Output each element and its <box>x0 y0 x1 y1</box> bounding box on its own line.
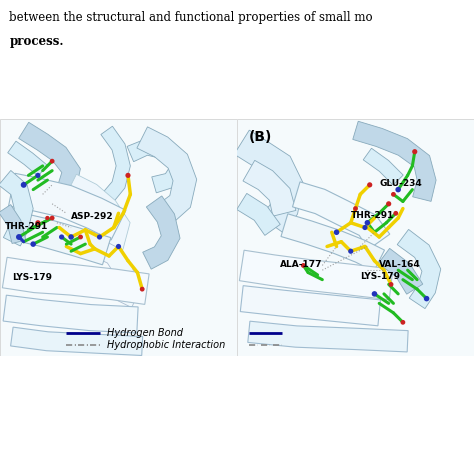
Point <box>352 205 359 212</box>
Point <box>77 233 84 241</box>
Polygon shape <box>234 130 303 233</box>
Point <box>423 295 430 302</box>
Text: between the structural and functional properties of small mo: between the structural and functional pr… <box>9 11 373 24</box>
Polygon shape <box>239 250 393 300</box>
Point <box>392 210 400 217</box>
Text: Hydrogen Bond: Hydrogen Bond <box>107 328 182 338</box>
Point <box>34 172 42 179</box>
Point <box>366 181 374 189</box>
Point <box>15 233 23 241</box>
Polygon shape <box>248 321 408 352</box>
Point <box>371 290 378 298</box>
Polygon shape <box>9 211 111 265</box>
Polygon shape <box>9 173 126 240</box>
Point <box>361 224 369 231</box>
FancyBboxPatch shape <box>237 118 474 356</box>
Text: process.: process. <box>9 35 64 48</box>
Text: VAL-164: VAL-164 <box>379 260 421 269</box>
Text: LYS-179: LYS-179 <box>360 272 400 281</box>
Polygon shape <box>8 141 47 176</box>
Text: GLU-234: GLU-234 <box>379 179 422 188</box>
Polygon shape <box>18 122 81 192</box>
Point <box>115 243 122 250</box>
Text: THR-291: THR-291 <box>351 211 394 220</box>
Point <box>48 157 56 165</box>
Point <box>67 233 75 241</box>
Point <box>387 281 395 288</box>
Polygon shape <box>3 295 138 333</box>
Polygon shape <box>10 327 143 356</box>
Polygon shape <box>353 121 436 201</box>
Point <box>394 186 402 193</box>
Text: ALA-177: ALA-177 <box>280 260 322 269</box>
Point <box>399 319 407 326</box>
Point <box>347 247 355 255</box>
Polygon shape <box>397 229 441 309</box>
Polygon shape <box>281 214 384 271</box>
Text: ASP-292: ASP-292 <box>71 212 114 221</box>
Text: Hydrophobic Interaction: Hydrophobic Interaction <box>107 340 225 350</box>
Point <box>58 233 65 241</box>
Polygon shape <box>101 126 130 204</box>
Point <box>20 181 27 189</box>
Polygon shape <box>292 182 390 249</box>
FancyBboxPatch shape <box>0 118 237 356</box>
Point <box>29 240 37 248</box>
Polygon shape <box>237 193 280 236</box>
Polygon shape <box>127 139 186 193</box>
Point <box>34 219 42 227</box>
Polygon shape <box>0 171 33 246</box>
Point <box>364 219 371 227</box>
Polygon shape <box>240 286 381 326</box>
Text: (B): (B) <box>249 130 272 145</box>
Point <box>124 172 132 179</box>
Point <box>44 214 51 222</box>
Polygon shape <box>95 240 140 308</box>
Polygon shape <box>378 248 423 294</box>
Point <box>333 228 340 236</box>
Point <box>138 285 146 293</box>
Point <box>385 200 392 208</box>
Point <box>300 262 307 269</box>
Text: LYS-179: LYS-179 <box>12 273 52 282</box>
Text: THR-291: THR-291 <box>5 222 48 231</box>
Polygon shape <box>0 205 26 244</box>
Point <box>48 214 56 222</box>
Polygon shape <box>143 196 180 269</box>
Polygon shape <box>243 160 296 216</box>
Polygon shape <box>66 174 130 259</box>
Point <box>411 148 419 155</box>
Polygon shape <box>363 148 403 185</box>
Polygon shape <box>2 257 149 304</box>
Point <box>96 233 103 241</box>
Polygon shape <box>137 127 197 222</box>
Point <box>390 191 397 198</box>
